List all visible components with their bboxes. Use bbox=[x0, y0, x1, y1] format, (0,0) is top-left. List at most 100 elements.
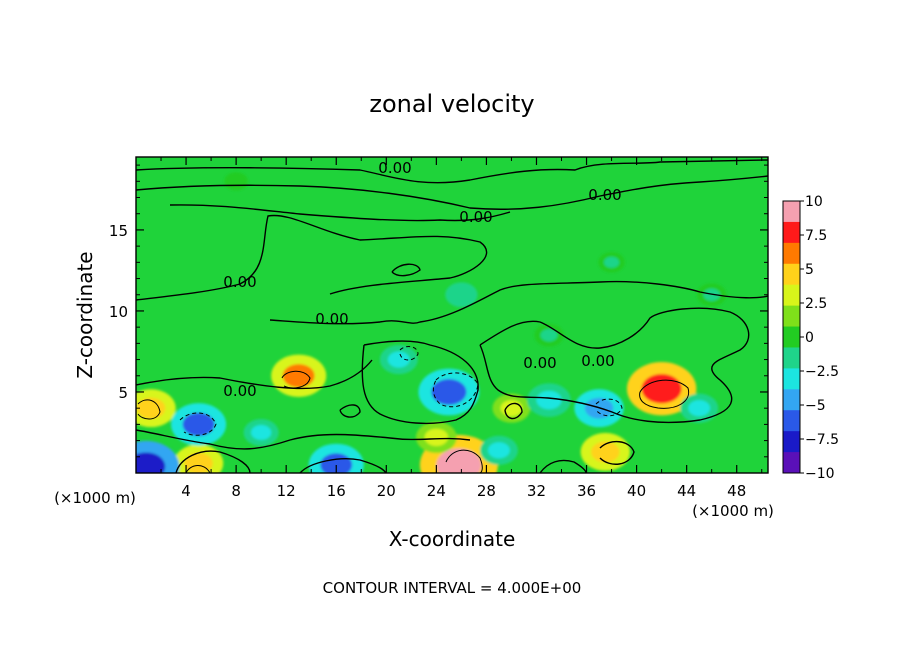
contour-label: 0.00 bbox=[523, 354, 556, 372]
colorbar-swatch bbox=[783, 263, 800, 286]
contour-line bbox=[299, 458, 387, 473]
contour-line bbox=[391, 263, 421, 277]
x-tick-label: 36 bbox=[577, 482, 596, 500]
x-tick-label: 48 bbox=[727, 482, 746, 500]
contour-line bbox=[361, 340, 479, 425]
contour-line bbox=[136, 429, 471, 450]
x-tick-label: 16 bbox=[327, 482, 346, 500]
contour-label: 0.00 bbox=[223, 382, 256, 400]
contour-label: 0.00 bbox=[459, 208, 492, 226]
contour-line bbox=[185, 465, 211, 473]
y-tick-label: 5 bbox=[118, 384, 128, 402]
contour-line bbox=[269, 280, 768, 325]
contour-label: 0.00 bbox=[378, 159, 411, 177]
x-tick-label: 4 bbox=[181, 482, 191, 500]
colorbar-swatch bbox=[783, 326, 800, 348]
x-tick-label: 8 bbox=[231, 482, 241, 500]
contour-label: 0.00 bbox=[315, 310, 348, 328]
colorbar-swatch bbox=[783, 368, 800, 390]
negative-contours bbox=[179, 346, 623, 436]
x-tick-label: 44 bbox=[677, 482, 696, 500]
contour-line bbox=[445, 449, 483, 473]
contour-line bbox=[539, 459, 587, 473]
y-axis-ticks: 5 10 15 bbox=[109, 164, 768, 458]
field-feature bbox=[641, 374, 682, 404]
contour-line bbox=[339, 404, 361, 418]
contour-line bbox=[479, 307, 750, 424]
y-tick-label: 10 bbox=[109, 303, 128, 321]
field-feature bbox=[452, 287, 471, 302]
contour-line bbox=[179, 412, 217, 436]
field-feature bbox=[603, 256, 620, 268]
x-axis-unit-right: (×1000 m) bbox=[692, 502, 774, 520]
contour-label: 0.00 bbox=[223, 273, 256, 291]
colorbar-tick-label: −2.5 bbox=[805, 364, 839, 380]
colorbar-swatch bbox=[783, 305, 800, 328]
y-axis-label: Z-coordinate bbox=[73, 251, 97, 378]
contour-line bbox=[169, 204, 511, 222]
field-feature bbox=[688, 400, 711, 417]
contour-label: 0.00 bbox=[588, 186, 621, 204]
field-feature bbox=[431, 379, 467, 405]
colorbar-labels: 10 7.5 5 2.5 0 −2.5 −5 −7.5 −10 bbox=[800, 194, 839, 482]
field-feature bbox=[136, 452, 166, 473]
contour-line bbox=[137, 399, 161, 420]
colorbar-swatch bbox=[783, 201, 800, 223]
contour-labels: 0.00 0.00 0.00 0.00 0.00 0.00 0.00 0.00 bbox=[223, 159, 621, 400]
contour-line bbox=[281, 370, 311, 389]
colorbar-tick-label: 5 bbox=[805, 262, 814, 278]
field-feature bbox=[436, 448, 482, 473]
field-feature bbox=[282, 364, 315, 388]
contour-line bbox=[136, 159, 768, 184]
colorbar-tick-label: −10 bbox=[805, 466, 835, 482]
x-tick-label: 32 bbox=[527, 482, 546, 500]
y-tick-label: 15 bbox=[109, 222, 128, 240]
plot-area: 0.000.000.000.000.000.00 0.000.00 4 8 12 16 2… bbox=[109, 156, 769, 500]
positive-contours bbox=[137, 370, 690, 473]
x-axis-ticks: 4 8 12 16 20 24 28 32 36 40 44 48 bbox=[160, 157, 763, 500]
x-tick-label: 40 bbox=[627, 482, 646, 500]
colorbar-swatch bbox=[783, 347, 800, 369]
field-feature bbox=[500, 400, 523, 417]
plot-frame bbox=[135, 156, 769, 474]
contour-line bbox=[504, 402, 523, 420]
contour-line bbox=[599, 441, 635, 465]
contour-line bbox=[175, 450, 251, 473]
colorbar-swatch bbox=[783, 452, 800, 474]
colorbar-tick-label: −7.5 bbox=[805, 432, 839, 448]
zero-contours bbox=[136, 159, 768, 473]
x-tick-label: 12 bbox=[277, 482, 296, 500]
field-feature bbox=[424, 428, 449, 446]
contour-line bbox=[432, 372, 479, 408]
colorbar-tick-label: 7.5 bbox=[805, 228, 827, 244]
x-tick-label: 24 bbox=[427, 482, 446, 500]
contour-line bbox=[136, 175, 768, 210]
field-feature bbox=[387, 351, 410, 368]
contour-interval-note: CONTOUR INTERVAL = 4.000E+00 bbox=[323, 579, 582, 597]
field-feature bbox=[487, 442, 510, 459]
colorbar-swatch bbox=[783, 242, 800, 265]
contour-label: 0.00 bbox=[581, 352, 614, 370]
colorbar-swatch bbox=[783, 389, 800, 411]
colorbar-swatch bbox=[783, 221, 800, 244]
x-axis-unit-left: (×1000 m) bbox=[54, 489, 136, 507]
colorbar: 10 7.5 5 2.5 0 −2.5 −5 −7.5 −10 bbox=[782, 194, 839, 482]
colorbar-swatch bbox=[783, 410, 800, 432]
colorbar-tick-label: 0 bbox=[805, 330, 814, 346]
colorbar-swatch bbox=[783, 284, 800, 307]
field-feature bbox=[182, 412, 215, 437]
field-feature bbox=[591, 441, 620, 463]
contour-line bbox=[136, 214, 488, 301]
chart-title: zonal velocity bbox=[369, 90, 534, 118]
colorbar-swatches bbox=[783, 201, 800, 474]
field-feature bbox=[540, 329, 558, 342]
field-feature bbox=[229, 176, 243, 187]
field-feature bbox=[136, 397, 166, 419]
contour-line bbox=[639, 379, 690, 409]
colorbar-swatch bbox=[783, 431, 800, 453]
x-axis-label: X-coordinate bbox=[389, 527, 516, 551]
colorbar-tick-label: 10 bbox=[805, 194, 823, 210]
x-tick-label: 20 bbox=[377, 482, 396, 500]
contour-line bbox=[595, 398, 623, 417]
